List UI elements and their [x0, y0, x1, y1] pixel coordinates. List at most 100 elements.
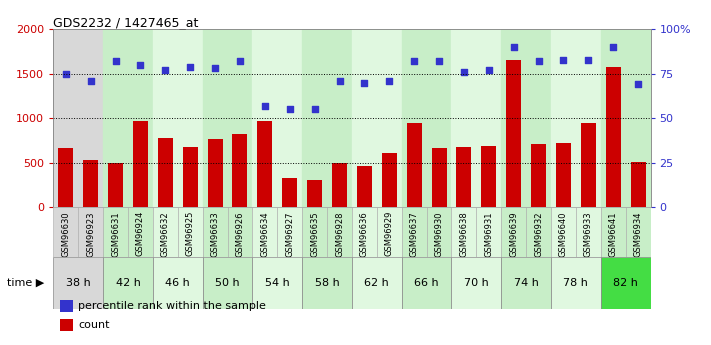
Bar [576, 29, 601, 207]
Point [135, 62, 146, 68]
Bar [601, 29, 626, 207]
Text: GSM96634: GSM96634 [260, 211, 269, 257]
Bar [128, 29, 153, 207]
Bar [526, 29, 551, 207]
Bar [626, 29, 651, 207]
Text: GSM96630: GSM96630 [61, 211, 70, 257]
Text: GSM96635: GSM96635 [310, 211, 319, 257]
Bar [427, 207, 451, 257]
Point [109, 59, 121, 64]
Point [533, 59, 545, 64]
Bar [302, 207, 327, 257]
Bar [178, 29, 203, 207]
Bar [103, 257, 153, 309]
Text: 46 h: 46 h [166, 278, 190, 288]
Text: GSM96631: GSM96631 [111, 211, 120, 257]
Bar [203, 207, 228, 257]
Text: 70 h: 70 h [464, 278, 488, 288]
Point [633, 82, 644, 87]
Text: GSM96933: GSM96933 [584, 211, 593, 257]
Text: GSM96929: GSM96929 [385, 211, 394, 256]
Text: GSM96632: GSM96632 [161, 211, 170, 257]
Bar [178, 207, 203, 257]
Text: 66 h: 66 h [415, 278, 439, 288]
Bar [626, 207, 651, 257]
Bar [53, 257, 103, 309]
Bar [402, 207, 427, 257]
Bar [103, 29, 128, 207]
Bar [257, 121, 272, 207]
Bar [526, 207, 551, 257]
Text: GSM96934: GSM96934 [634, 211, 643, 256]
Bar [83, 160, 98, 207]
Bar [556, 143, 571, 207]
Point [284, 107, 296, 112]
Bar [501, 257, 551, 309]
Bar [128, 207, 153, 257]
Bar [78, 207, 103, 257]
Text: GSM96930: GSM96930 [434, 211, 444, 256]
Point [185, 64, 196, 69]
Text: count: count [78, 320, 109, 330]
Bar [282, 178, 297, 207]
Bar [228, 29, 252, 207]
Bar [501, 29, 526, 207]
Bar [551, 29, 576, 207]
Bar [451, 29, 476, 207]
Bar [302, 29, 327, 207]
Point [60, 71, 71, 77]
Bar [382, 153, 397, 207]
Text: GSM96924: GSM96924 [136, 211, 145, 256]
Bar [601, 257, 651, 309]
Bar [481, 146, 496, 207]
Bar [203, 257, 252, 309]
Bar [158, 138, 173, 207]
Text: 42 h: 42 h [116, 278, 140, 288]
Bar [327, 29, 352, 207]
Text: GSM96927: GSM96927 [285, 211, 294, 256]
Text: GSM96636: GSM96636 [360, 211, 369, 257]
Bar [183, 147, 198, 207]
Bar [606, 67, 621, 207]
Bar [277, 29, 302, 207]
Bar [352, 257, 402, 309]
Text: time ▶: time ▶ [7, 278, 44, 288]
Text: 62 h: 62 h [365, 278, 389, 288]
Point [483, 67, 494, 73]
Point [234, 59, 246, 64]
Point [557, 57, 569, 62]
Bar [407, 122, 422, 207]
Point [358, 80, 370, 85]
Text: GSM96931: GSM96931 [484, 211, 493, 256]
Bar [153, 257, 203, 309]
Text: 74 h: 74 h [514, 278, 538, 288]
Text: GSM96923: GSM96923 [86, 211, 95, 256]
Bar [228, 207, 252, 257]
Bar [352, 29, 377, 207]
Bar [476, 207, 501, 257]
Text: 58 h: 58 h [315, 278, 339, 288]
Text: GSM96639: GSM96639 [509, 211, 518, 257]
Point [309, 107, 320, 112]
Bar [451, 207, 476, 257]
Bar [631, 162, 646, 207]
Text: GDS2232 / 1427465_at: GDS2232 / 1427465_at [53, 16, 198, 29]
Text: 78 h: 78 h [564, 278, 588, 288]
Bar [432, 148, 447, 207]
Text: GSM96928: GSM96928 [335, 211, 344, 256]
Bar [53, 207, 78, 257]
Text: 38 h: 38 h [66, 278, 90, 288]
Bar [501, 207, 526, 257]
Text: GSM96926: GSM96926 [235, 211, 245, 256]
Bar [506, 60, 521, 207]
Point [433, 59, 445, 64]
Bar [332, 162, 347, 207]
Point [408, 59, 419, 64]
Bar [377, 207, 402, 257]
Bar [476, 29, 501, 207]
Text: GSM96932: GSM96932 [534, 211, 543, 256]
Point [583, 57, 594, 62]
Text: 50 h: 50 h [215, 278, 240, 288]
Bar [53, 29, 78, 207]
Text: percentile rank within the sample: percentile rank within the sample [78, 301, 266, 311]
